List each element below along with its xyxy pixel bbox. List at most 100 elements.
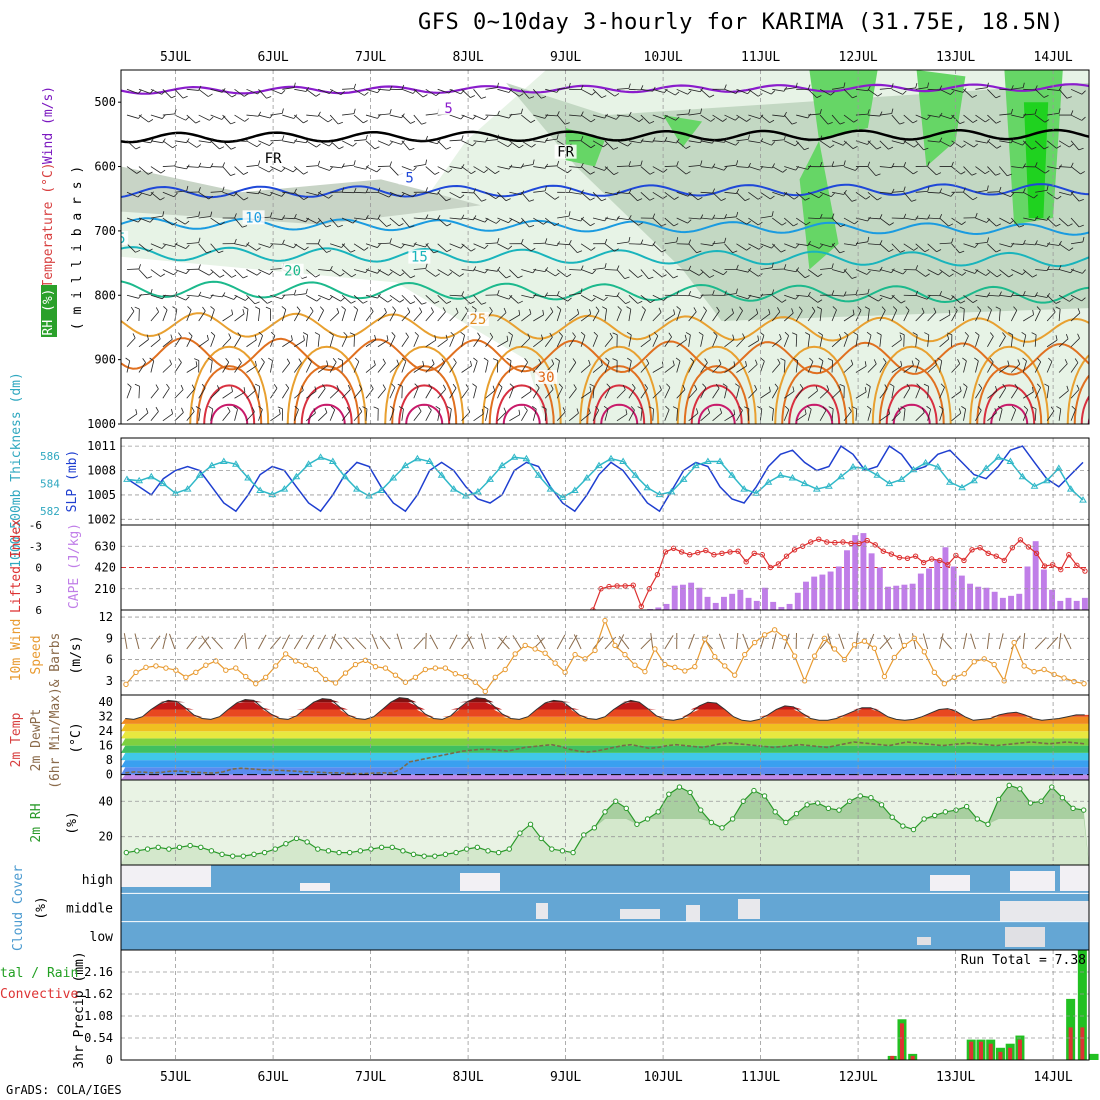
thickness-point xyxy=(534,471,543,478)
rh2m-point xyxy=(261,849,268,856)
upper-wind-barb xyxy=(162,269,174,276)
upper-wind-barb-flag xyxy=(580,331,586,336)
upper-wind-barb xyxy=(234,191,244,201)
upper-wind-barb xyxy=(927,269,939,276)
upper-wind-barb-flag xyxy=(208,93,213,97)
temp2m-axis-label-3: (6hr Min/Max) xyxy=(48,687,63,789)
upper-wind-barb-flag xyxy=(881,306,886,311)
upper-wind-barb-flag xyxy=(254,301,260,305)
upper-wind-barb xyxy=(306,88,317,97)
upper-wind-barb-flag xyxy=(700,108,703,114)
rh2m-point xyxy=(432,853,438,859)
wind10m-barb xyxy=(461,636,472,650)
upper-wind-barb-flag xyxy=(341,163,345,169)
upper-wind-barb-flag xyxy=(769,119,775,124)
upper-wind-barb xyxy=(461,294,471,304)
upper-wind-barb-flag xyxy=(541,96,547,99)
upper-wind-barb-flag xyxy=(1034,109,1037,115)
upper-wind-barb-flag xyxy=(958,408,962,414)
upper-wind-barb-flag xyxy=(604,238,608,244)
upper-wind-barb xyxy=(831,309,837,322)
upper-wind-barb-flag xyxy=(595,306,600,311)
upper-wind-barb-flag xyxy=(315,93,321,97)
upper-wind-barb-flag xyxy=(746,246,751,251)
upper-wind-barb xyxy=(867,386,871,399)
wind10m-speed-point xyxy=(632,662,638,668)
upper-wind-barb-flag xyxy=(984,170,990,175)
upper-wind-barb-flag xyxy=(959,121,965,125)
lifted-index-point xyxy=(977,544,983,551)
upper-wind-barb-flag xyxy=(732,334,735,340)
wind10m-speed-point xyxy=(672,664,678,671)
upper-wind-barb xyxy=(473,192,482,202)
bottom-day-label: 8JUL xyxy=(452,1070,483,1085)
upper-wind-barb xyxy=(616,269,626,279)
wind10m-speed-point xyxy=(732,672,738,678)
upper-wind-barb-flag xyxy=(899,122,905,125)
upper-wind-barb xyxy=(1011,114,1024,119)
upper-wind-barb xyxy=(1070,88,1083,95)
wind10m-speed-point xyxy=(342,670,349,676)
upper-wind-barb-flag xyxy=(961,271,967,276)
upper-wind-barb-flag xyxy=(382,358,386,364)
upper-wind-barb xyxy=(580,294,592,302)
upper-wind-barb xyxy=(592,267,606,270)
upper-wind-barb-flag xyxy=(771,90,776,95)
upper-wind-barb-flag xyxy=(996,273,1002,278)
upper-wind-barb-flag xyxy=(353,108,356,114)
upper-wind-barb xyxy=(999,140,1012,144)
upper-wind-barb xyxy=(330,243,342,248)
upper-wind-barb-flag xyxy=(459,194,465,199)
wind10m-speed-point xyxy=(971,659,977,665)
upper-wind-barb xyxy=(748,294,761,299)
upper-wind-barb xyxy=(939,269,950,277)
upper-wind-barb-flag xyxy=(1021,331,1027,336)
upper-wind-barb-flag xyxy=(160,273,166,277)
cape-tick-label: 210 xyxy=(94,582,116,596)
wind10m-speed-point xyxy=(742,651,748,658)
wind10m-speed-point xyxy=(163,665,169,671)
upper-wind-barb xyxy=(222,361,230,373)
thickness-point xyxy=(667,487,676,495)
upper-wind-barb xyxy=(927,334,930,347)
wind10m-barb xyxy=(1034,637,1047,650)
wind10m-barb xyxy=(162,633,168,650)
upper-wind-barb xyxy=(963,89,973,98)
upper-wind-barb-flag xyxy=(555,357,560,362)
upper-wind-barb-flag xyxy=(733,361,736,367)
upper-wind-barb xyxy=(783,409,790,421)
upper-wind-barb xyxy=(807,243,820,249)
upper-wind-barb-flag xyxy=(234,238,237,244)
lifted-index-point xyxy=(985,550,991,557)
upper-wind-barb-flag xyxy=(676,306,681,310)
cloud-gap-high xyxy=(930,875,970,891)
upper-wind-barb-flag xyxy=(1034,162,1038,168)
upper-wind-barb-flag xyxy=(258,331,263,336)
upper-wind-barb-flag xyxy=(286,358,291,364)
wind10m-axis-label-4: (m/s) xyxy=(69,635,84,674)
upper-wind-barb xyxy=(580,335,586,347)
upper-wind-barb xyxy=(270,388,278,399)
upper-wind-barb xyxy=(628,387,636,399)
upper-wind-barb-flag xyxy=(254,360,257,366)
upper-wind-barb-flag xyxy=(549,332,553,338)
upper-wind-barb xyxy=(282,339,293,348)
upper-wind-barb-flag xyxy=(370,384,374,389)
rh2m-point xyxy=(549,846,555,852)
upper-wind-barb xyxy=(138,293,151,296)
wind10m-barb xyxy=(735,632,739,649)
upper-wind-barb-flag xyxy=(838,334,842,339)
upper-wind-barb-flag xyxy=(237,332,242,337)
upper-wind-barb xyxy=(975,360,979,373)
upper-wind-barb-flag xyxy=(544,185,547,191)
lifted-index-point xyxy=(727,549,733,555)
upper-wind-barb-flag xyxy=(1077,308,1081,314)
upper-wind-barb xyxy=(628,409,635,421)
cape-bar xyxy=(885,586,891,610)
wind10m-barb xyxy=(354,637,367,650)
thickness-point xyxy=(462,492,470,499)
upper-wind-barb-flag xyxy=(646,358,650,364)
upper-wind-barb-flag xyxy=(889,383,895,387)
cloud-cover-fill xyxy=(121,865,1089,950)
